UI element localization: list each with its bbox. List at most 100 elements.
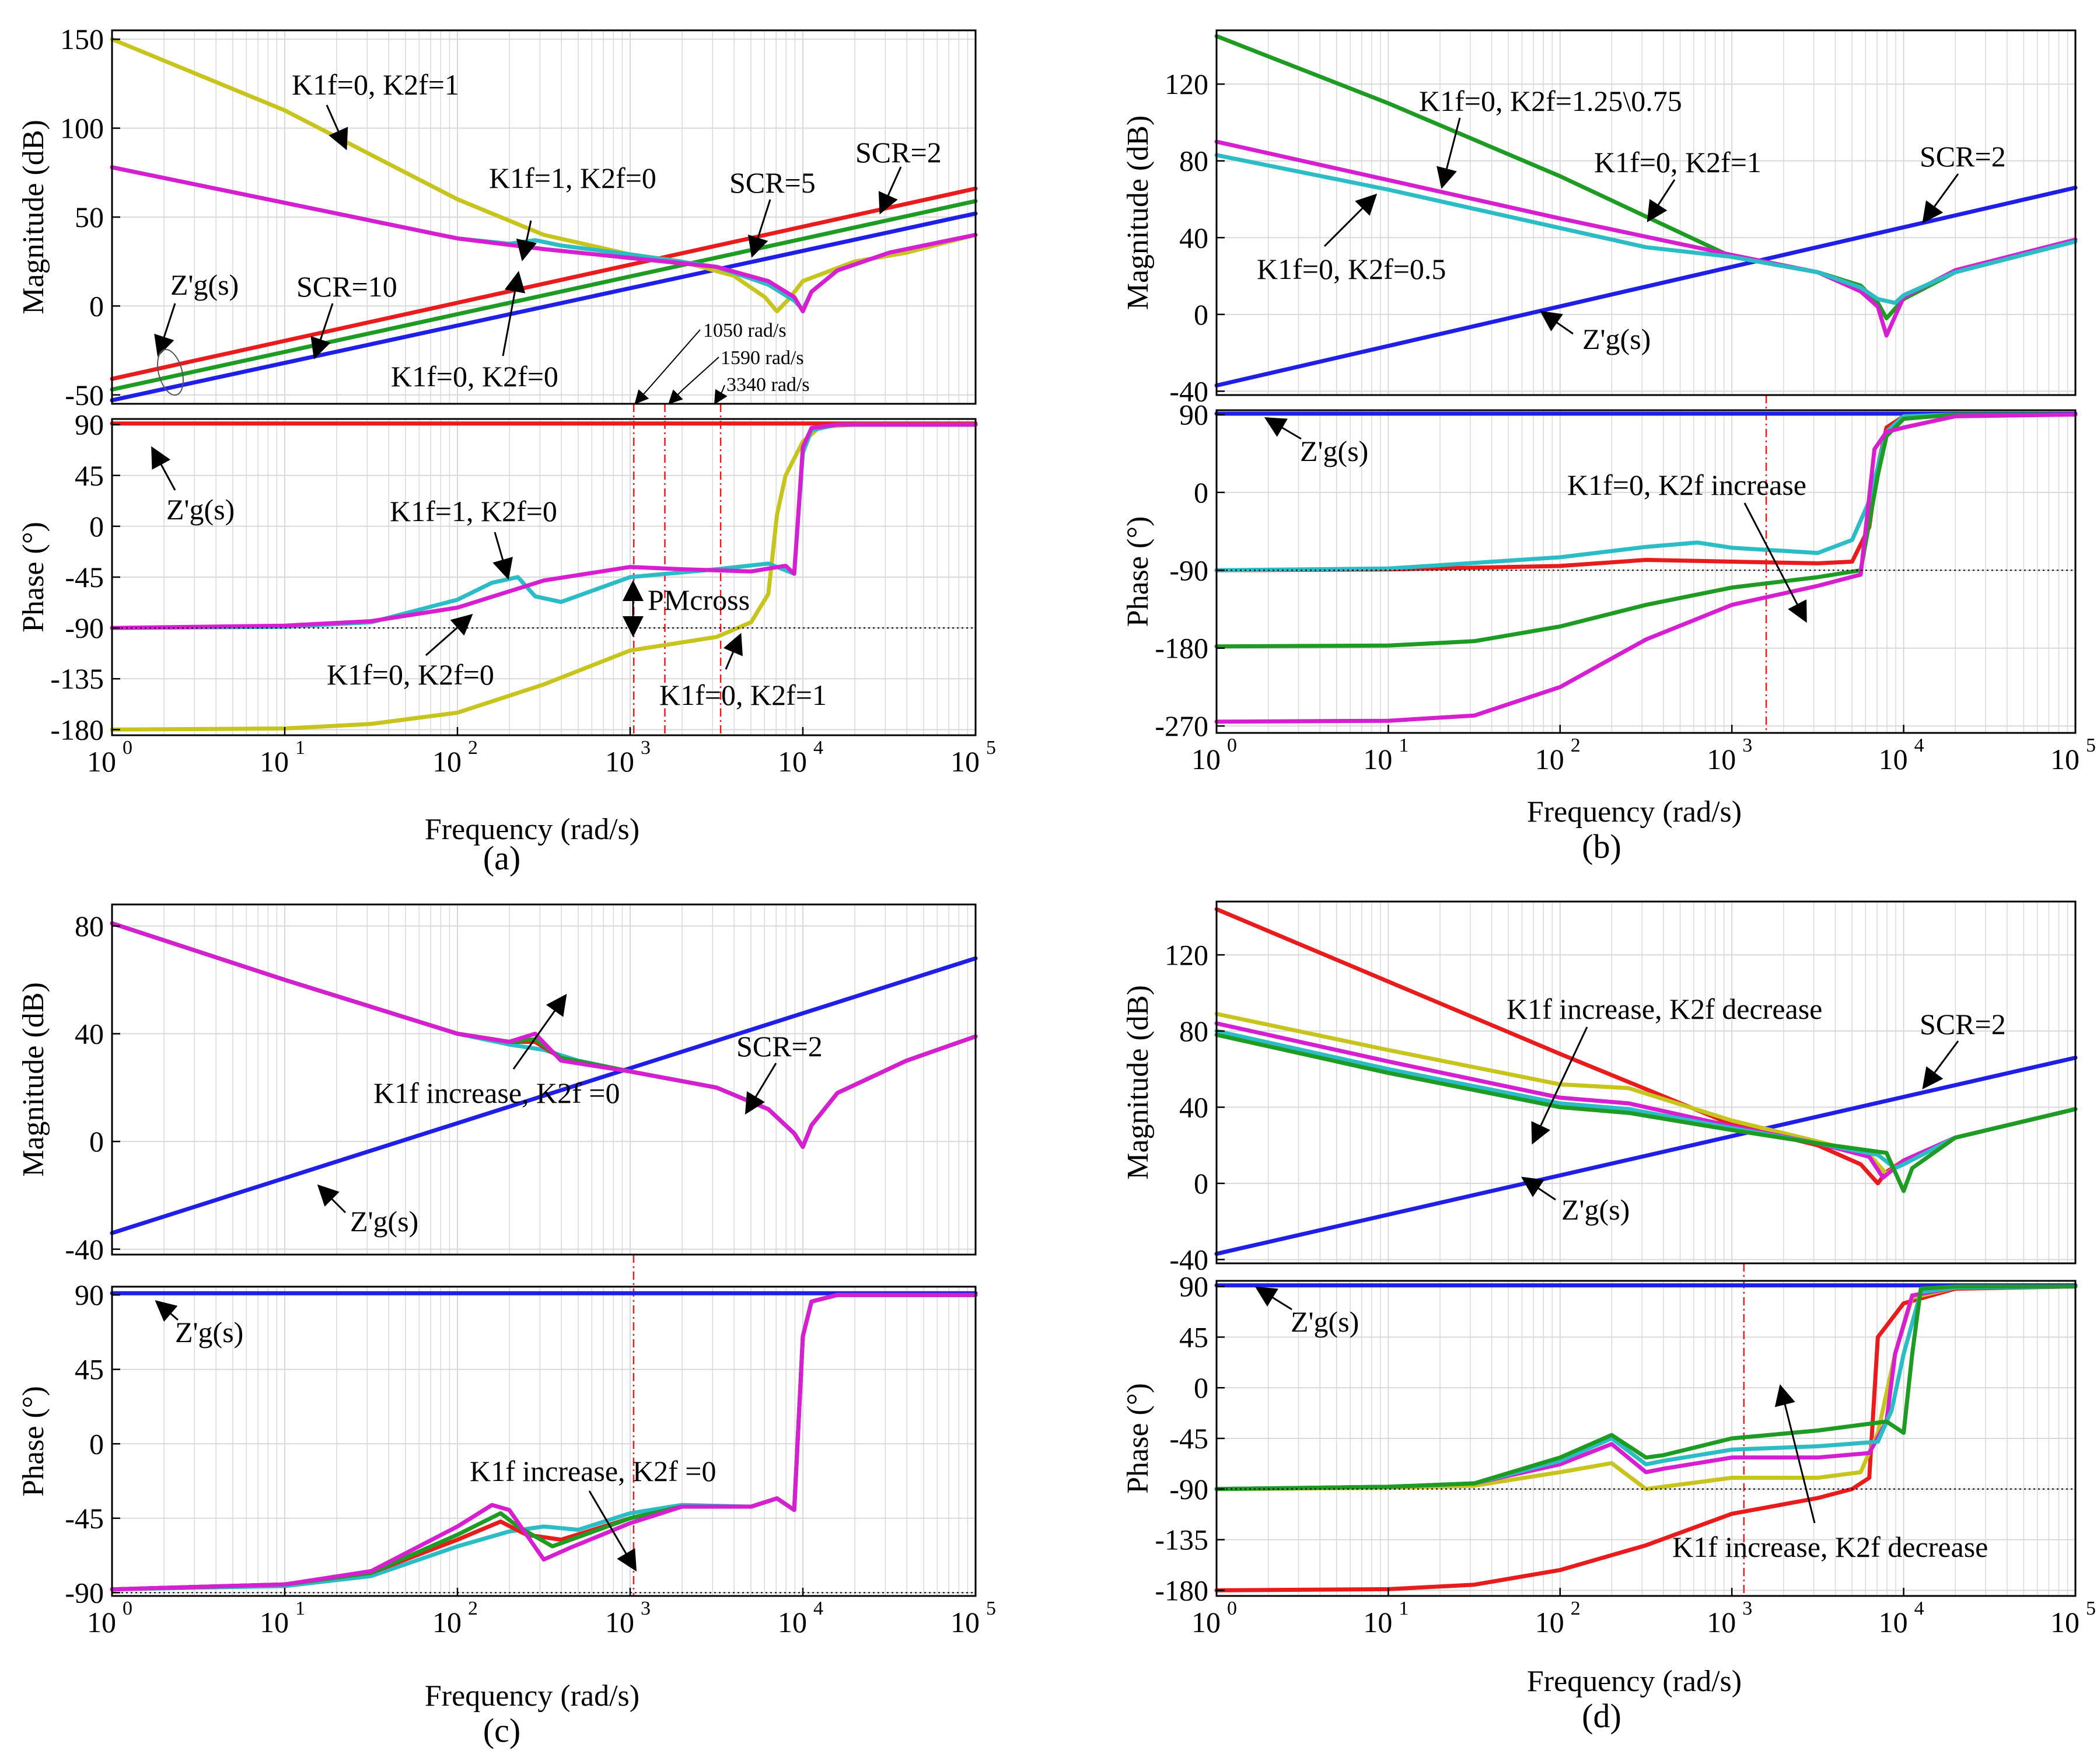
xtick-label: 10 [605, 745, 634, 778]
ann-d-zg-mag: Z'g(s) [1561, 1193, 1630, 1226]
series-line-magnitude-cyan [1214, 153, 2078, 305]
ann-pmcross: PMcross [648, 584, 750, 616]
series-line-phase-magenta [110, 1293, 978, 1592]
xtick-label: 10 [260, 1606, 289, 1639]
series-line-magnitude-green [110, 199, 978, 392]
xtick-label: 10 [605, 1606, 634, 1639]
xtick-label: 10 [1879, 1606, 1908, 1639]
xtick-exponent: 0 [1227, 1598, 1237, 1619]
xtick-exponent: 1 [1399, 735, 1409, 756]
phase-ylabel: Phase (°) [1121, 516, 1155, 627]
ytick-label-phase: -180 [1155, 632, 1208, 665]
arrow-3340 [714, 385, 728, 405]
ann-c-k1f-phase: K1f increase, K2f =0 [470, 1455, 717, 1487]
magnitude-ylabel: Magnitude (dB) [17, 120, 50, 315]
arrow-c-k1f-mag [512, 994, 567, 1070]
xtick-exponent: 0 [123, 1598, 132, 1619]
ann-d-zg-phase: Z'g(s) [1291, 1305, 1359, 1338]
xtick-label: 10 [950, 1606, 980, 1639]
ytick-label-phase: -90 [1169, 554, 1208, 586]
ann-1050: 1050 rad/s [703, 320, 787, 341]
ytick-label-phase: -90 [65, 612, 104, 644]
ytick-label-magnitude: 0 [89, 1125, 104, 1158]
ann-scr5: SCR=5 [729, 166, 816, 199]
series-line-magnitude-blue [1214, 1056, 2078, 1256]
xtick-exponent: 5 [2086, 1598, 2096, 1619]
xtick-exponent: 4 [813, 737, 823, 759]
series-line-phase-red [1214, 1284, 2078, 1592]
xtick-label: 10 [2050, 1606, 2079, 1639]
ytick-label-phase: 90 [75, 408, 104, 441]
ytick-label-phase: 45 [75, 459, 104, 492]
ytick-label-magnitude: 120 [1165, 938, 1208, 971]
arrow-c-zg-phase [155, 1300, 179, 1322]
xtick-label: 10 [1535, 743, 1564, 776]
xtick-label: 10 [1707, 743, 1736, 776]
ytick-label-phase: -45 [65, 1502, 104, 1535]
xtick-exponent: 2 [1571, 735, 1581, 756]
ann-c-zg-mag: Z'g(s) [350, 1205, 418, 1238]
ann-b-k2f-increase: K1f=0, K2f increase [1567, 469, 1806, 501]
ytick-label-magnitude: -40 [1169, 375, 1208, 407]
ytick-label-magnitude: 80 [75, 910, 104, 942]
xtick-exponent: 2 [1571, 1598, 1581, 1619]
ytick-label-phase: -135 [50, 662, 104, 695]
ann-zg-mag-a: Z'g(s) [170, 268, 239, 301]
ytick-label-magnitude: 50 [75, 201, 104, 233]
arrow-1050 [634, 329, 701, 404]
ytick-label-phase: -90 [65, 1576, 104, 1609]
arrow-k1f0-k2f1-phase [723, 633, 743, 670]
ytick-label-phase: -180 [50, 713, 104, 746]
arrow-b-zg-mag [1540, 310, 1574, 335]
ann-d-scr2: SCR=2 [1920, 1008, 2006, 1040]
x-axis-label: Frequency (rad/s) [425, 1679, 639, 1713]
ytick-label-magnitude: 0 [1194, 298, 1208, 331]
arrow-b-k2f-increase [1743, 502, 1807, 623]
ann-b-k2f125: K1f=0, K2f=1.25\0.75 [1419, 85, 1682, 117]
series-line-magnitude-magenta [110, 165, 978, 313]
ytick-label-magnitude: 80 [1179, 145, 1208, 177]
phase-ylabel: Phase (°) [17, 522, 50, 633]
series-line-phase-cyan [1214, 412, 2078, 572]
magnitude-ylabel: Magnitude (dB) [1121, 116, 1155, 310]
arrow-1590 [668, 357, 719, 404]
ytick-label-magnitude: 0 [89, 289, 104, 322]
xtick-label: 10 [1363, 1606, 1392, 1639]
ytick-label-magnitude: -40 [1169, 1243, 1208, 1276]
series-line-magnitude-green [1214, 1032, 2078, 1193]
ann-k1f0-k2f1: K1f=0, K2f=1 [292, 68, 459, 101]
arrow-d-scr2 [1922, 1040, 1959, 1089]
ann-b-k2f05: K1f=0, K2f=0.5 [1257, 253, 1446, 285]
series-line-magnitude-magenta [110, 921, 978, 1149]
xtick-exponent: 2 [468, 737, 478, 759]
ann-k1f0-k2f1-phase: K1f=0, K2f=1 [659, 679, 827, 711]
axes-frame-phase [1215, 1280, 2077, 1597]
axes-frame-phase [111, 418, 977, 736]
xtick-exponent: 5 [2086, 735, 2096, 756]
arrow-b-k2f05 [1323, 193, 1378, 247]
ytick-label-magnitude: 150 [60, 23, 104, 55]
xtick-exponent: 1 [1399, 1598, 1409, 1619]
ytick-label-phase: 90 [1179, 398, 1208, 431]
xtick-exponent: 1 [295, 737, 305, 759]
ann-c-k1f-mag: K1f increase, K2f =0 [373, 1077, 620, 1109]
series-line-phase-green [1214, 412, 2078, 649]
arrow-b-zg-phase [1264, 417, 1302, 440]
x-axis-label: Frequency (rad/s) [1527, 795, 1742, 829]
axes-frame-magnitude [111, 903, 977, 1256]
series-line-magnitude-blue [110, 211, 978, 403]
ytick-label-magnitude: -50 [65, 379, 104, 411]
xtick-label: 10 [1363, 743, 1392, 776]
axes-frame-phase [111, 1286, 977, 1597]
ann-d-phase: K1f increase, K2f decrease [1672, 1531, 1988, 1563]
arrow-k1f0-k2f0 [502, 271, 526, 357]
ytick-label-magnitude: -40 [65, 1233, 104, 1266]
arrow-scr5 [747, 199, 771, 258]
arrow-b-scr2 [1922, 173, 1959, 223]
axes-frame-phase [1215, 409, 2077, 734]
arrow-c-zg-mag [317, 1184, 347, 1214]
xtick-label: 10 [778, 745, 807, 778]
series-line-magnitude-yellow [110, 37, 978, 313]
panel-label: (d) [1582, 1697, 1621, 1735]
ytick-label-phase: 0 [89, 510, 104, 543]
